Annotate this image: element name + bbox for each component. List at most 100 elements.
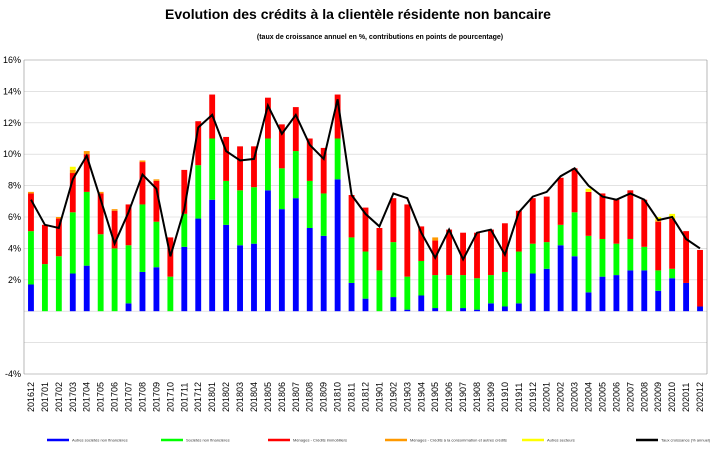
- bar-segment: [28, 191, 34, 194]
- x-tick-label: 202004: [584, 382, 594, 412]
- bar-segment: [641, 199, 648, 247]
- bar-segment: [529, 273, 536, 312]
- bar-segment: [683, 282, 690, 312]
- bar-segment: [543, 242, 550, 269]
- x-tick-label: 201612: [26, 382, 36, 412]
- bar-segment: [669, 268, 676, 279]
- bar-segment: [41, 264, 48, 312]
- x-tick-label: 201905: [430, 382, 440, 412]
- bar-segment: [278, 209, 285, 312]
- bar-segment: [111, 209, 118, 211]
- x-tick-label: 202002: [556, 382, 566, 412]
- x-tick-label: 201709: [151, 382, 161, 412]
- bar-segment: [571, 256, 578, 312]
- bar-segment: [223, 180, 230, 225]
- bar-segment: [28, 284, 34, 312]
- bar-segment: [474, 278, 480, 310]
- bar-segment: [501, 223, 508, 272]
- bar-segment: [251, 243, 257, 312]
- bar-segment: [237, 190, 243, 246]
- y-tick-label: 4%: [8, 243, 21, 253]
- x-tick-label: 202003: [570, 382, 580, 412]
- bar-segment: [571, 168, 578, 213]
- bar-segment: [390, 198, 397, 243]
- bar-segment: [557, 224, 564, 246]
- bar-segment: [488, 229, 494, 276]
- bar-segment: [223, 136, 230, 181]
- bar-segment: [683, 231, 690, 283]
- bar-segment: [125, 204, 132, 246]
- y-tick-label: -4%: [5, 369, 21, 379]
- bar-segment: [641, 270, 648, 312]
- bar-segment: [543, 268, 550, 312]
- y-tick-label: 14%: [3, 86, 21, 96]
- bar-segment: [627, 238, 634, 271]
- x-tick-label: 201904: [416, 382, 426, 412]
- x-tick-label: 201901: [374, 382, 384, 412]
- y-axis-ticks: 16% 14% 12% 10% 8% 6% 4% 2% -4%: [3, 55, 21, 379]
- bar-segment: [237, 245, 243, 312]
- bar-segment: [432, 308, 439, 312]
- bar-segment: [404, 204, 411, 277]
- x-tick-label: 201802: [221, 382, 231, 412]
- legend-label: Autres secteurs: [547, 438, 575, 443]
- bar-segment: [362, 207, 369, 252]
- legend-label: Taux croissance (% annuel): [661, 438, 711, 443]
- bar-segment: [55, 218, 62, 257]
- x-tick-label: 201812: [361, 382, 371, 412]
- x-tick-label: 201806: [277, 382, 287, 412]
- x-tick-label: 201706: [110, 382, 120, 412]
- x-tick-label: 201807: [291, 382, 301, 412]
- bar-segment: [418, 260, 425, 296]
- x-tick-label: 202009: [653, 382, 663, 412]
- x-tick-label: 201810: [333, 382, 343, 412]
- bar-segment: [390, 242, 397, 298]
- x-tick-label: 201702: [54, 382, 64, 412]
- x-tick-label: 201703: [68, 382, 78, 412]
- bar-segment: [209, 138, 216, 200]
- bar-segment: [278, 168, 285, 210]
- x-tick-label: 201803: [235, 382, 245, 412]
- bar-segment: [69, 273, 76, 312]
- bar-segment: [557, 245, 564, 312]
- x-tick-label: 201710: [165, 382, 175, 412]
- x-tick-label: 201805: [263, 382, 273, 412]
- x-tick-label: 201707: [124, 382, 134, 412]
- bar-segment: [97, 234, 104, 312]
- bar-segment: [209, 199, 216, 312]
- bar-segment: [195, 218, 202, 312]
- bar-segment: [432, 275, 439, 309]
- bar-segment: [460, 308, 466, 312]
- bar-segment: [376, 227, 383, 271]
- legend-label: Ménages - Crédits à la consommation et a…: [410, 438, 507, 443]
- bar-segment: [613, 275, 620, 312]
- x-tick-label: 202001: [542, 382, 552, 412]
- x-tick-label: 201909: [486, 382, 496, 412]
- bar-segment: [348, 195, 355, 238]
- bar-segment: [348, 282, 355, 312]
- bar-segment: [306, 138, 313, 181]
- bar-segment: [265, 190, 271, 312]
- bar-segment: [404, 309, 411, 312]
- bar-segment: [655, 290, 662, 312]
- bar-segment: [515, 303, 522, 312]
- x-tick-label: 201911: [514, 383, 524, 412]
- bar-segment: [697, 306, 703, 312]
- x-tick-label: 202011: [681, 383, 691, 412]
- bar-segment: [97, 193, 104, 235]
- bar-segment: [460, 232, 466, 276]
- x-tick-label: 201912: [528, 382, 538, 412]
- bar-segment: [599, 193, 606, 239]
- y-tick-label: 16%: [3, 55, 21, 65]
- bar-segment: [223, 224, 230, 312]
- bar-segment: [585, 191, 592, 236]
- bar-segment: [181, 213, 188, 247]
- x-tick-label: 202007: [625, 382, 635, 412]
- bar-segment: [125, 245, 132, 304]
- bar-segment: [669, 278, 676, 312]
- bar-segment: [28, 193, 34, 232]
- x-tick-label: 201701: [40, 382, 50, 412]
- bar-segment: [28, 231, 34, 285]
- bar-segment: [292, 198, 299, 312]
- bar-segment: [139, 271, 146, 312]
